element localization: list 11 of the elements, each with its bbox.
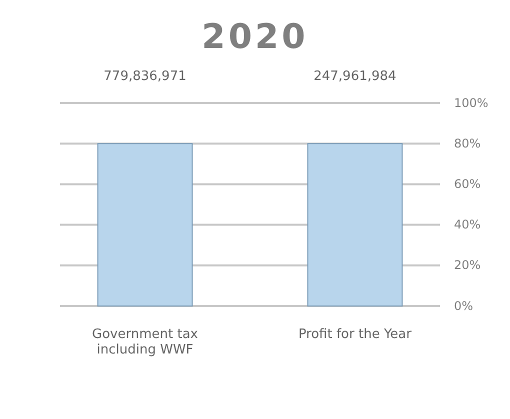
text: 247,961,984	[314, 69, 396, 84]
x-tick-label: Profit for the Year	[298, 327, 412, 342]
y-tick-label: 0%	[454, 298, 474, 313]
y-tick-label: 40%	[454, 218, 481, 232]
text: 779,836,971	[104, 69, 186, 84]
y-tick-label: 60%	[454, 177, 481, 192]
x-tick-label: Government tax including WWF	[92, 327, 198, 358]
chart-title: 2020	[202, 17, 308, 57]
y-tick-label: 80%	[454, 136, 481, 150]
y-tick-label: 20%	[454, 258, 481, 272]
y-tick-label: 100%	[454, 96, 488, 110]
